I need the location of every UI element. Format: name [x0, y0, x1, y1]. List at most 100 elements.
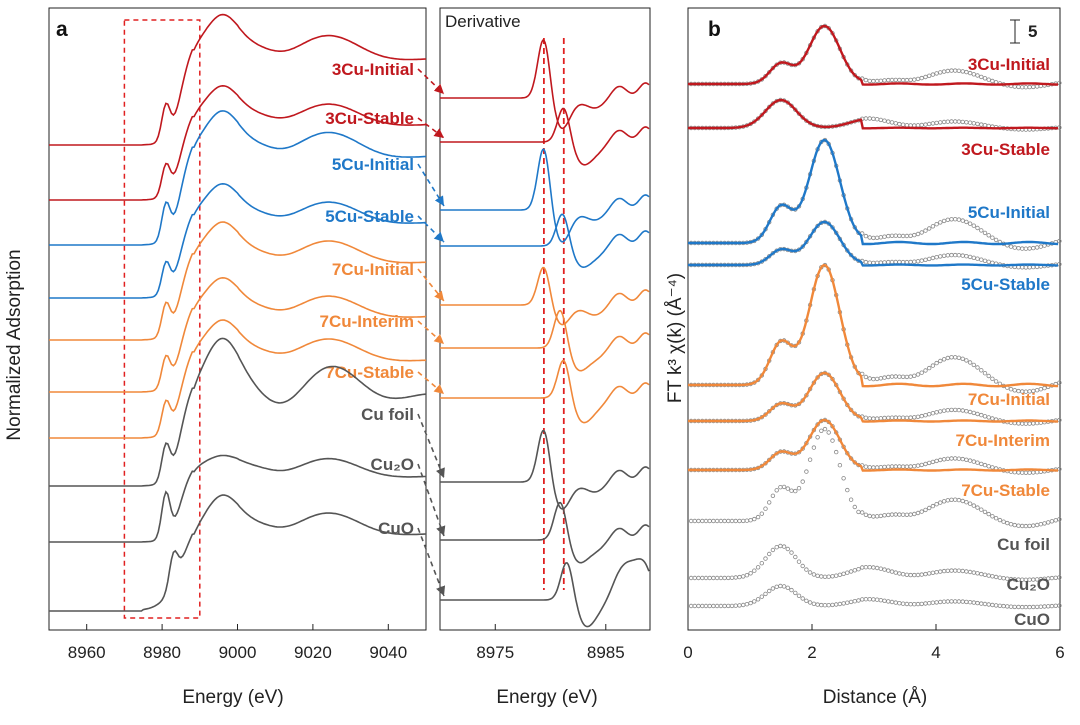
data-point [967, 221, 973, 226]
data-point [934, 255, 939, 260]
data-point [1023, 421, 1029, 426]
data-point [874, 235, 880, 240]
data-point [979, 571, 984, 577]
data-point [852, 568, 857, 573]
data-point [960, 356, 965, 361]
data-point [986, 373, 991, 379]
data-point [826, 430, 831, 435]
data-point [744, 602, 750, 607]
data-point [900, 122, 906, 127]
data-point [807, 600, 813, 605]
panel-b-label-7cu-interim: 7Cu-Interim [956, 431, 1050, 450]
data-point [1001, 519, 1006, 524]
data-point [804, 598, 809, 603]
data-point [1020, 84, 1025, 90]
data-point [871, 78, 876, 84]
panel-a-line-7cu-stable [49, 319, 427, 439]
data-point [923, 461, 928, 467]
panel-deriv-frame [439, 7, 651, 631]
data-point [889, 259, 895, 265]
panel-letter-b: b [708, 18, 721, 41]
data-point [971, 503, 976, 508]
data-point [967, 458, 973, 463]
data-point [967, 360, 973, 365]
data-point [953, 407, 958, 413]
data-point [1020, 470, 1025, 475]
data-point [1031, 84, 1036, 90]
data-point [867, 416, 872, 421]
data-point [919, 230, 924, 235]
data-point [1042, 604, 1047, 609]
data-point [900, 512, 906, 517]
data-point [889, 464, 895, 469]
data-point [874, 597, 880, 602]
data-point [700, 518, 705, 524]
data-point [941, 69, 947, 74]
data-point [834, 602, 839, 607]
data-point [889, 599, 895, 605]
data-point [1020, 265, 1025, 270]
data-point [941, 253, 947, 258]
data-point [949, 252, 954, 258]
data-point [863, 565, 869, 570]
data-point [874, 78, 880, 84]
data-point [889, 569, 895, 574]
data-point [882, 598, 887, 603]
data-point [882, 260, 887, 265]
data-point [692, 603, 697, 609]
data-point [941, 499, 947, 504]
data-point [733, 603, 738, 608]
data-point [871, 235, 876, 241]
data-point [1023, 604, 1029, 610]
data-point [953, 568, 958, 573]
data-point [800, 479, 805, 484]
panel-b-label-7cu-initial: 7Cu-Initial [968, 390, 1050, 409]
data-point [718, 603, 724, 609]
data-point [923, 368, 928, 373]
data-point [993, 237, 999, 243]
data-point [893, 121, 898, 126]
data-point [964, 457, 969, 462]
panel-a-line-7cu-interim [49, 276, 427, 393]
data-point [1027, 265, 1032, 270]
data-point [927, 460, 932, 466]
data-point [912, 511, 917, 517]
panel-a-line-cu2o [49, 454, 426, 543]
data-point [993, 379, 999, 384]
panel-b-fit-7cu-stable [688, 418, 1059, 472]
data-point [1016, 421, 1021, 426]
data-point [874, 565, 880, 571]
data-point [867, 597, 872, 602]
data-point [923, 74, 928, 80]
data-point [990, 465, 995, 470]
data-point [1027, 246, 1032, 251]
data-point [934, 410, 939, 415]
data-point [755, 565, 761, 570]
data-point [882, 118, 887, 123]
data-point [729, 518, 735, 524]
data-point [729, 603, 735, 609]
data-point [971, 600, 976, 605]
panel-a-label-cuo: CuO [378, 519, 414, 538]
data-point [893, 464, 898, 469]
data-point [982, 462, 988, 468]
data-point [830, 438, 835, 443]
data-point [763, 73, 768, 79]
data-point [703, 518, 709, 524]
data-point [867, 465, 872, 470]
data-point [886, 119, 891, 124]
data-point [1034, 604, 1040, 610]
data-point [759, 594, 764, 599]
panel-deriv-line-cu2o [440, 501, 650, 564]
data-point [778, 583, 783, 589]
data-point [856, 598, 861, 603]
data-point [1023, 246, 1029, 251]
panel-a-line-5cu-initial [49, 110, 427, 246]
panel-a-line-cuo [49, 494, 427, 612]
data-point [707, 575, 712, 581]
data-point [986, 77, 991, 82]
data-point [863, 597, 869, 602]
data-point [934, 502, 939, 507]
data-point [975, 460, 980, 465]
data-point [949, 355, 954, 360]
